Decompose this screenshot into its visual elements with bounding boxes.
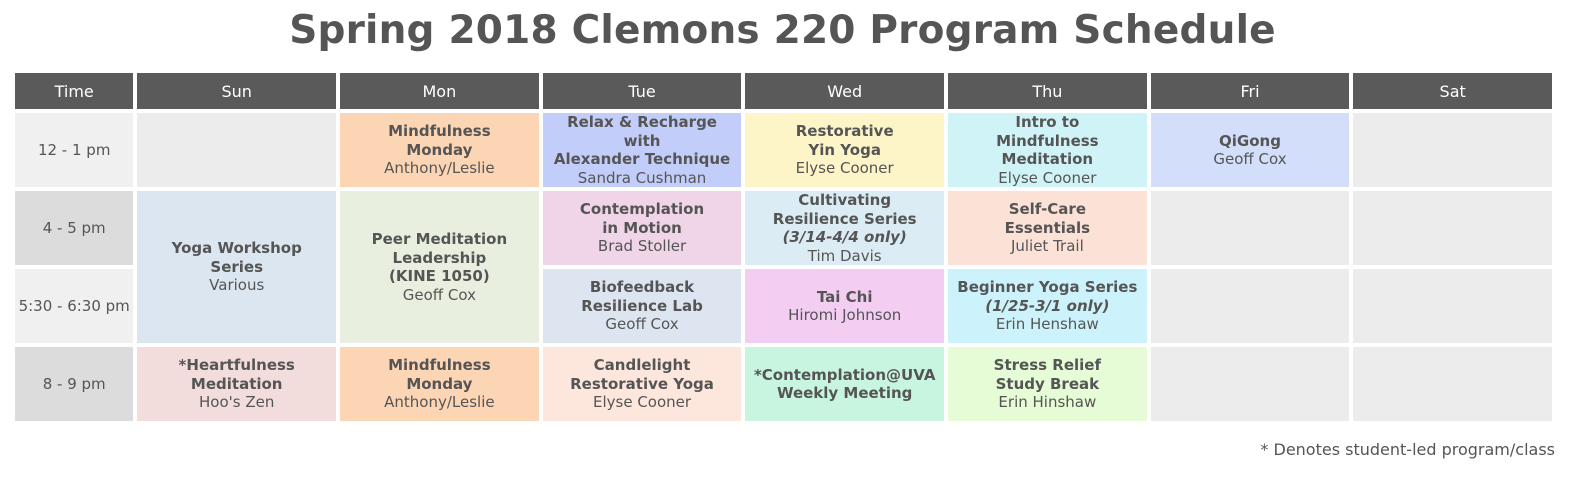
event-candlelight-yoga[interactable]: Candlelight Restorative Yoga Elyse Coone… — [542, 347, 742, 425]
table-row: 12 - 1 pm Mindfulness Monday Anthony/Les… — [15, 109, 1552, 191]
event-title: Relax & Recharge with Alexander Techniqu… — [553, 113, 731, 168]
event-title: *Contemplation@UVA Weekly Meeting — [753, 365, 936, 403]
header-mon: Mon — [340, 73, 539, 109]
schedule-table: Time Sun Mon Tue Wed Thu Fri Sat 12 - 1 … — [11, 73, 1556, 425]
empty-cell — [1353, 269, 1552, 347]
time-slot: 12 - 1 pm — [15, 109, 134, 191]
empty-cell — [1150, 191, 1350, 269]
empty-cell — [137, 109, 337, 191]
event-contemplation-in-motion[interactable]: Contemplation in Motion Brad Stoller — [542, 191, 742, 269]
event-title: Stress Relief Study Break — [993, 356, 1102, 393]
event-relax-recharge[interactable]: Relax & Recharge with Alexander Techniqu… — [542, 109, 742, 191]
event-mindfulness-monday[interactable]: Mindfulness Monday Anthony/Leslie — [340, 109, 539, 191]
event-leader: Hiromi Johnson — [788, 306, 902, 324]
event-tai-chi[interactable]: Tai Chi Hiromi Johnson — [745, 269, 945, 347]
event-stress-relief[interactable]: Stress Relief Study Break Erin Hinshaw — [948, 347, 1147, 425]
header-fri: Fri — [1150, 73, 1350, 109]
header-tue: Tue — [542, 73, 742, 109]
event-leader: Brad Stoller — [597, 237, 687, 256]
event-title: Biofeedback Resilience Lab — [581, 278, 703, 315]
header-wed: Wed — [745, 73, 945, 109]
header-sat: Sat — [1353, 73, 1552, 109]
event-intro-mindfulness[interactable]: Intro to Mindfulness Meditation Elyse Co… — [948, 109, 1147, 191]
event-note: (3/14-4/4 only) — [782, 228, 907, 246]
time-slot: 8 - 9 pm — [15, 347, 134, 425]
time-slot: 4 - 5 pm — [15, 191, 134, 269]
event-mindfulness-monday-evening[interactable]: Mindfulness Monday Anthony/Leslie — [340, 347, 539, 425]
empty-cell — [1150, 347, 1350, 425]
table-row: 5:30 - 6:30 pm Biofeedback Resilience La… — [15, 269, 1552, 347]
header-sun: Sun — [137, 73, 337, 109]
event-yoga-workshop[interactable]: Yoga Workshop Series Various — [137, 191, 337, 347]
event-title: Beginner Yoga Series — [957, 278, 1138, 297]
event-title: Yoga Workshop Series — [171, 239, 302, 276]
event-title: Mindfulness Monday — [388, 356, 491, 393]
event-biofeedback[interactable]: Biofeedback Resilience Lab Geoff Cox — [542, 269, 742, 347]
event-title: Tai Chi — [816, 287, 873, 306]
empty-cell — [1353, 191, 1552, 269]
event-title: Mindfulness Monday — [388, 122, 491, 159]
event-leader: Hoo's Zen — [199, 393, 275, 412]
event-leader: Various — [209, 276, 265, 295]
event-title: Peer Meditation Leadership (KINE 1050) — [371, 230, 508, 285]
header-time: Time — [15, 73, 134, 109]
event-title: QiGong — [1219, 131, 1281, 150]
event-leader: Geoff Cox — [402, 285, 476, 304]
event-title: *Heartfulness Meditation — [178, 356, 295, 393]
event-note: (1/25-3/1 only) — [985, 296, 1110, 315]
event-title: Intro to Mindfulness Meditation — [996, 113, 1099, 168]
event-leader: Geoff Cox — [1213, 150, 1287, 168]
empty-cell — [1150, 269, 1350, 347]
event-leader: Elyse Cooner — [592, 393, 692, 412]
header-thu: Thu — [948, 73, 1147, 109]
event-leader: Elyse Cooner — [795, 159, 894, 178]
event-leader: Erin Henshaw — [995, 315, 1099, 334]
table-row: 4 - 5 pm Yoga Workshop Series Various Pe… — [15, 191, 1552, 347]
event-title: Candlelight Restorative Yoga — [570, 356, 714, 393]
event-self-care[interactable]: Self-Care Essentials Juliet Trail — [948, 191, 1147, 269]
event-title: Cultivating Resilience Series — [772, 191, 917, 228]
time-slot: 5:30 - 6:30 pm — [15, 269, 134, 347]
header-row: Time Sun Mon Tue Wed Thu Fri Sat — [15, 73, 1552, 109]
event-restorative-yin-yoga[interactable]: Restorative Yin Yoga Elyse Cooner — [745, 109, 945, 191]
event-contemplation-uva[interactable]: *Contemplation@UVA Weekly Meeting — [745, 347, 945, 425]
event-cultivating-resilience[interactable]: Cultivating Resilience Series (3/14-4/4 … — [745, 191, 945, 269]
event-leader: Anthony/Leslie — [384, 393, 495, 412]
empty-cell — [1353, 109, 1552, 191]
event-title: Restorative Yin Yoga — [795, 122, 894, 159]
empty-cell — [1353, 347, 1552, 425]
event-leader: Sandra Cushman — [577, 168, 707, 187]
page-title: Spring 2018 Clemons 220 Program Schedule — [289, 8, 1276, 53]
event-leader: Juliet Trail — [1010, 237, 1084, 256]
event-peer-meditation[interactable]: Peer Meditation Leadership (KINE 1050) G… — [340, 191, 539, 347]
event-leader: Tim Davis — [807, 246, 882, 265]
event-heartfulness[interactable]: *Heartfulness Meditation Hoo's Zen — [137, 347, 337, 425]
event-title: Contemplation in Motion — [579, 200, 705, 237]
event-leader: Elyse Cooner — [998, 168, 1097, 187]
event-leader: Anthony/Leslie — [384, 159, 495, 178]
event-qigong[interactable]: QiGong Geoff Cox — [1150, 109, 1350, 191]
table-row: 8 - 9 pm *Heartfulness Meditation Hoo's … — [15, 347, 1552, 425]
event-title: Self-Care Essentials — [1004, 200, 1091, 237]
event-beginner-yoga[interactable]: Beginner Yoga Series (1/25-3/1 only) Eri… — [948, 269, 1147, 347]
footnote: * Denotes student-led program/class — [1260, 440, 1555, 459]
event-leader: Erin Hinshaw — [998, 393, 1097, 412]
event-leader: Geoff Cox — [605, 315, 679, 334]
